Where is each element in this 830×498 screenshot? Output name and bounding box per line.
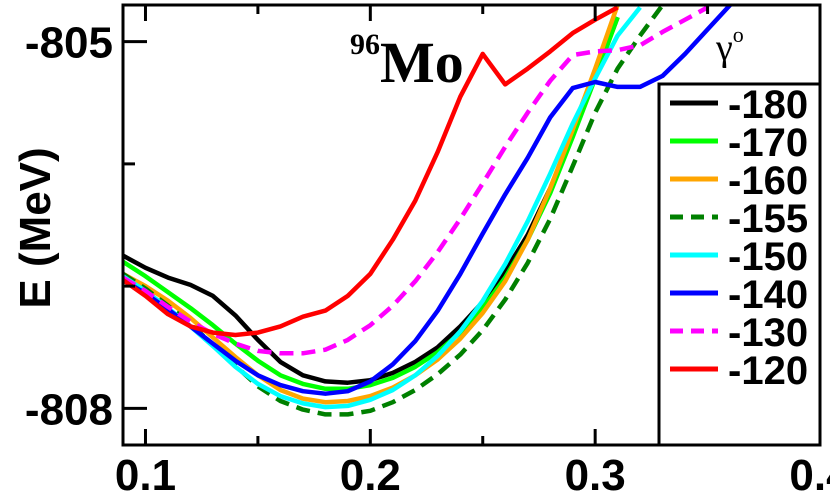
legend-label--180: -180 (728, 83, 808, 127)
legend-items: -180-170-160-155-150-140-130-120 (670, 83, 808, 393)
y-axis-label: E (MeV) (11, 147, 60, 308)
legend-label--130: -130 (728, 311, 808, 355)
axis-layer: 0.1 0.2 0.3 0.4 -805 -808 (25, 5, 830, 498)
legend-label--120: -120 (728, 349, 808, 393)
series-line--120 (123, 5, 619, 338)
series-line--160 (123, 5, 620, 405)
x-tick-label: 0.4 (789, 451, 830, 498)
y-tick-label: -808 (25, 385, 113, 434)
x-tick-label: 0.2 (340, 451, 401, 498)
legend-label--150: -150 (728, 235, 808, 279)
x-tick-label: 0.3 (565, 451, 626, 498)
legend-label--140: -140 (728, 273, 808, 317)
series-line--140 (123, 5, 732, 396)
series-line--130 (123, 5, 709, 356)
legend-title-degree: o (733, 22, 744, 47)
nucleus-mass: 96 (350, 28, 380, 61)
legend-label--170: -170 (728, 121, 808, 165)
legend-title: γo (715, 22, 744, 69)
legend: γo -180-170-160-155-150-140-130-120 (657, 22, 822, 447)
series-layer (123, 5, 732, 417)
legend-label--160: -160 (728, 159, 808, 203)
y-tick-label: -805 (25, 19, 113, 68)
nucleus-label: 96Mo (350, 28, 464, 95)
legend-title-gamma: γ (715, 27, 733, 69)
legend-label--155: -155 (728, 197, 808, 241)
legend-box (657, 82, 822, 447)
nucleus-symbol: Mo (380, 30, 464, 95)
x-tick-label: 0.1 (115, 451, 176, 498)
